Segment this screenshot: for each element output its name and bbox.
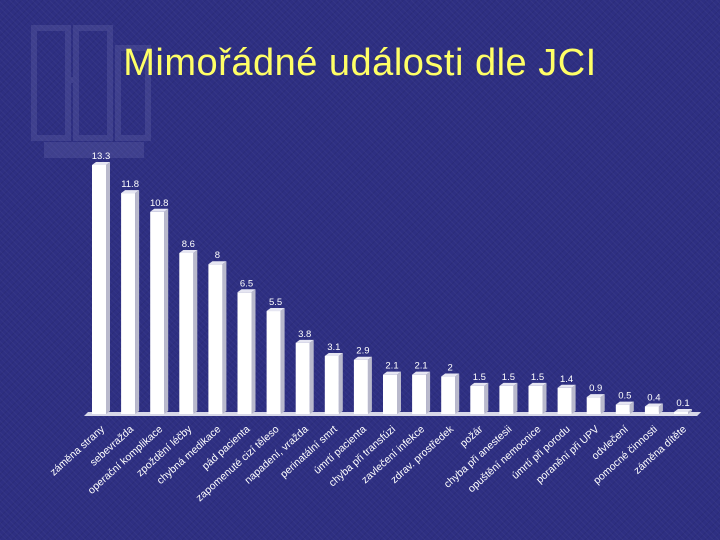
bar-value-label: 1.5 bbox=[473, 372, 486, 383]
bar-value-label: 6.5 bbox=[240, 278, 253, 289]
bar-value-label: 8 bbox=[215, 250, 220, 261]
bar-value-label: 0.5 bbox=[618, 391, 631, 402]
bar-value-label: 3.1 bbox=[327, 342, 340, 353]
bar-value-label: 2 bbox=[448, 363, 453, 374]
bar-value-label: 11.8 bbox=[121, 179, 139, 190]
bar-value-label: 1.5 bbox=[502, 372, 515, 383]
bar bbox=[121, 190, 140, 414]
bar-value-label: 1.5 bbox=[531, 372, 544, 383]
bar-value-label: 0.4 bbox=[647, 393, 660, 404]
bar-value-label: 0.9 bbox=[589, 383, 602, 394]
bar-value-label: 2.1 bbox=[385, 361, 398, 372]
bar-value-label: 3.8 bbox=[298, 329, 311, 340]
bar bbox=[324, 352, 343, 414]
bar-value-label: 8.6 bbox=[182, 239, 195, 250]
bar bbox=[237, 289, 256, 414]
bar-value-label: 2.1 bbox=[414, 361, 427, 372]
bar bbox=[179, 249, 198, 414]
slide-title: Mimořádné události dle JCI bbox=[123, 42, 597, 84]
bar bbox=[383, 371, 401, 414]
bar-value-label: 13.3 bbox=[92, 151, 111, 162]
bar bbox=[150, 208, 169, 414]
bar bbox=[586, 394, 605, 414]
bar bbox=[412, 371, 431, 414]
hospital-logo-watermark bbox=[31, 25, 151, 158]
bar bbox=[266, 308, 285, 414]
bar bbox=[528, 382, 547, 414]
bar bbox=[644, 403, 663, 414]
bar bbox=[470, 382, 489, 414]
bar-value-label: 10.8 bbox=[150, 198, 169, 209]
bar-value-label: 5.5 bbox=[269, 297, 282, 308]
bar bbox=[615, 401, 634, 414]
bar-value-label: 0.1 bbox=[676, 398, 689, 409]
bar-value-label: 2.9 bbox=[356, 346, 369, 357]
bar bbox=[674, 409, 692, 414]
bar bbox=[441, 373, 460, 414]
bar bbox=[499, 382, 518, 414]
bar bbox=[295, 339, 314, 414]
bar-value-label: 1.4 bbox=[560, 374, 573, 385]
bar bbox=[353, 356, 372, 414]
bar bbox=[557, 384, 576, 414]
bar bbox=[92, 162, 110, 414]
bar bbox=[208, 261, 227, 414]
